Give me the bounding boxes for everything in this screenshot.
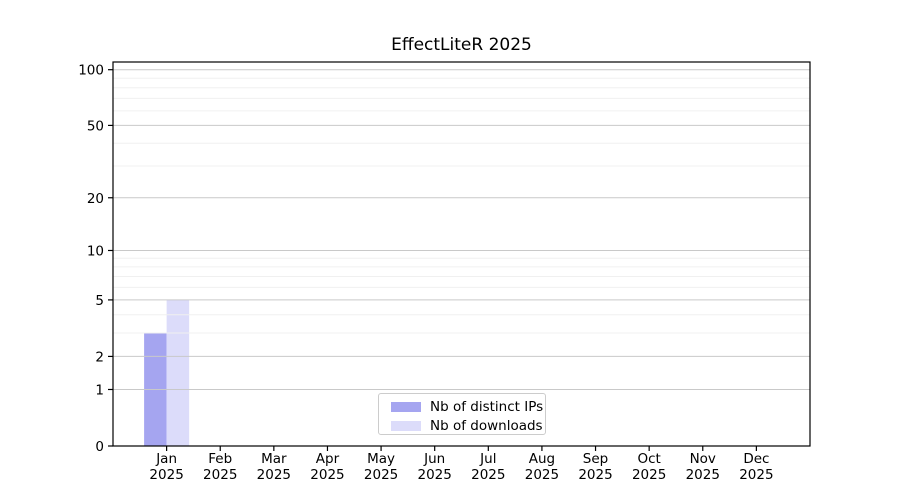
- x-tick-label-month: May: [367, 451, 395, 467]
- y-tick-label: 100: [78, 63, 104, 79]
- x-tick-label-month: Apr: [316, 451, 340, 467]
- x-tick-label-year: 2025: [525, 467, 559, 483]
- y-tick-label: 10: [87, 243, 104, 259]
- x-tick-label-month: Jun: [423, 451, 445, 467]
- x-tick-label-year: 2025: [471, 467, 505, 483]
- x-tick-label-month: Mar: [261, 451, 287, 467]
- x-tick-label-year: 2025: [364, 467, 398, 483]
- legend-label-downloads: Nb of downloads: [430, 418, 543, 434]
- x-tick-label-year: 2025: [203, 467, 237, 483]
- x-tick-label-year: 2025: [149, 467, 183, 483]
- legend-label-distinct-ips: Nb of distinct IPs: [430, 399, 544, 415]
- bar-downloads-jan: [166, 299, 190, 446]
- x-tick-label-year: 2025: [686, 467, 720, 483]
- x-tick-label-month: Sep: [583, 451, 608, 467]
- y-tick-label: 50: [87, 118, 104, 134]
- x-tick-label-month: Aug: [529, 451, 555, 467]
- x-tick-label-year: 2025: [418, 467, 452, 483]
- y-tick-label: 1: [95, 382, 104, 398]
- x-tick-label-month: Jan: [155, 451, 177, 467]
- legend-item-downloads: Nb of downloads: [391, 417, 545, 435]
- legend-item-distinct-ips: Nb of distinct IPs: [391, 398, 545, 416]
- x-tick-label-month: Dec: [743, 451, 769, 467]
- y-tick-label: 20: [87, 191, 104, 207]
- y-tick-label: 0: [95, 439, 104, 455]
- x-tick-label-year: 2025: [257, 467, 291, 483]
- chart-title: EffectLiteR 2025: [391, 35, 532, 55]
- x-tick-label-year: 2025: [739, 467, 773, 483]
- legend: Nb of distinct IPs Nb of downloads: [378, 393, 546, 435]
- x-tick-label-month: Feb: [208, 451, 232, 467]
- y-tick-label: 5: [95, 293, 104, 309]
- x-tick-label-month: Oct: [637, 451, 660, 467]
- legend-swatch-distinct-ips: [391, 402, 421, 412]
- x-tick-label-year: 2025: [578, 467, 612, 483]
- x-tick-label-month: Nov: [690, 451, 716, 467]
- legend-swatch-downloads: [391, 421, 421, 431]
- x-tick-label-year: 2025: [310, 467, 344, 483]
- plot-border: [112, 61, 811, 447]
- x-tick-label-month: Jul: [479, 451, 496, 467]
- y-tick-label: 2: [95, 349, 104, 365]
- x-tick-label-year: 2025: [632, 467, 666, 483]
